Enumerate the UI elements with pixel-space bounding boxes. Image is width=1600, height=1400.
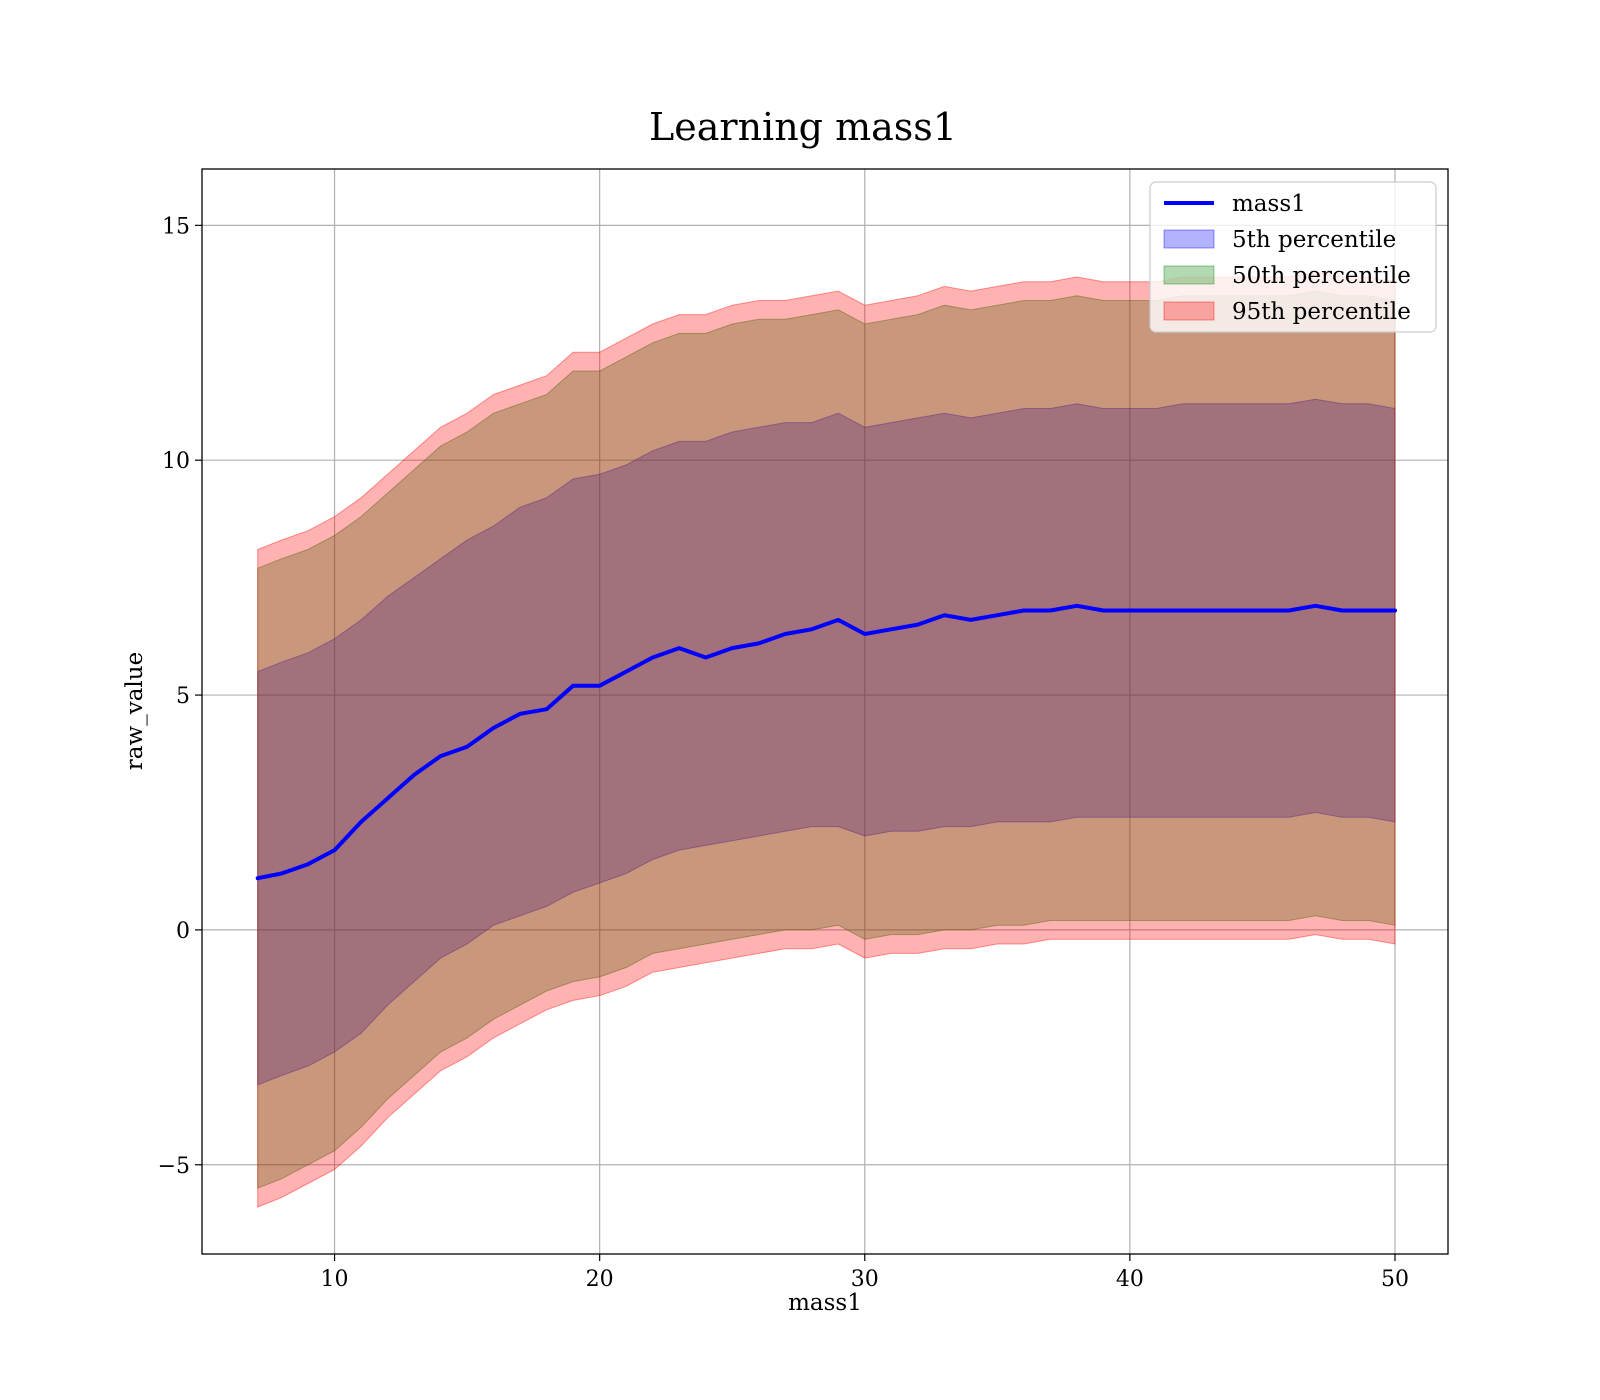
axis-ticks: 10 20 30 40 50 −5 0 5 10 15: [158, 214, 1409, 1292]
x-tick-label: 50: [1381, 1267, 1409, 1292]
chart-title: Learning mass1: [649, 105, 957, 149]
x-tick-label: 20: [586, 1267, 614, 1292]
plot-frame: [201, 168, 1449, 1255]
x-tick-label: 10: [321, 1267, 349, 1292]
y-axis-label: raw_value: [122, 652, 148, 770]
x-axis-label: mass1: [788, 1290, 862, 1316]
percentile-bands: [257, 271, 1396, 1208]
y-tick-label: 15: [162, 214, 190, 239]
series-line-mass1: [255, 603, 1397, 881]
legend-label: 5th percentile: [1232, 227, 1396, 253]
legend-patch-swatch: [1163, 229, 1215, 249]
band-95th-percentile: [257, 271, 1396, 1208]
y-tick-label: −5: [158, 1154, 190, 1179]
legend-label: 50th percentile: [1232, 263, 1411, 289]
series-lines: [255, 603, 1397, 881]
x-tick-label: 40: [1116, 1267, 1144, 1292]
y-tick-label: 10: [162, 449, 190, 474]
legend-label: mass1: [1232, 191, 1306, 217]
y-tick-label: 0: [176, 919, 190, 944]
x-tick-label: 30: [851, 1267, 879, 1292]
band-50th-percentile: [257, 290, 1396, 1189]
y-tick-label: 5: [176, 684, 190, 709]
legend-patch-swatch: [1163, 265, 1215, 285]
legend-label: 95th percentile: [1232, 299, 1411, 325]
legend-patch-swatch: [1163, 301, 1215, 321]
legend: mass1 5th percentile 50th percentile 95th p…: [1149, 181, 1437, 333]
legend-box: [1149, 181, 1437, 333]
band-5th-percentile: [257, 398, 1396, 1086]
